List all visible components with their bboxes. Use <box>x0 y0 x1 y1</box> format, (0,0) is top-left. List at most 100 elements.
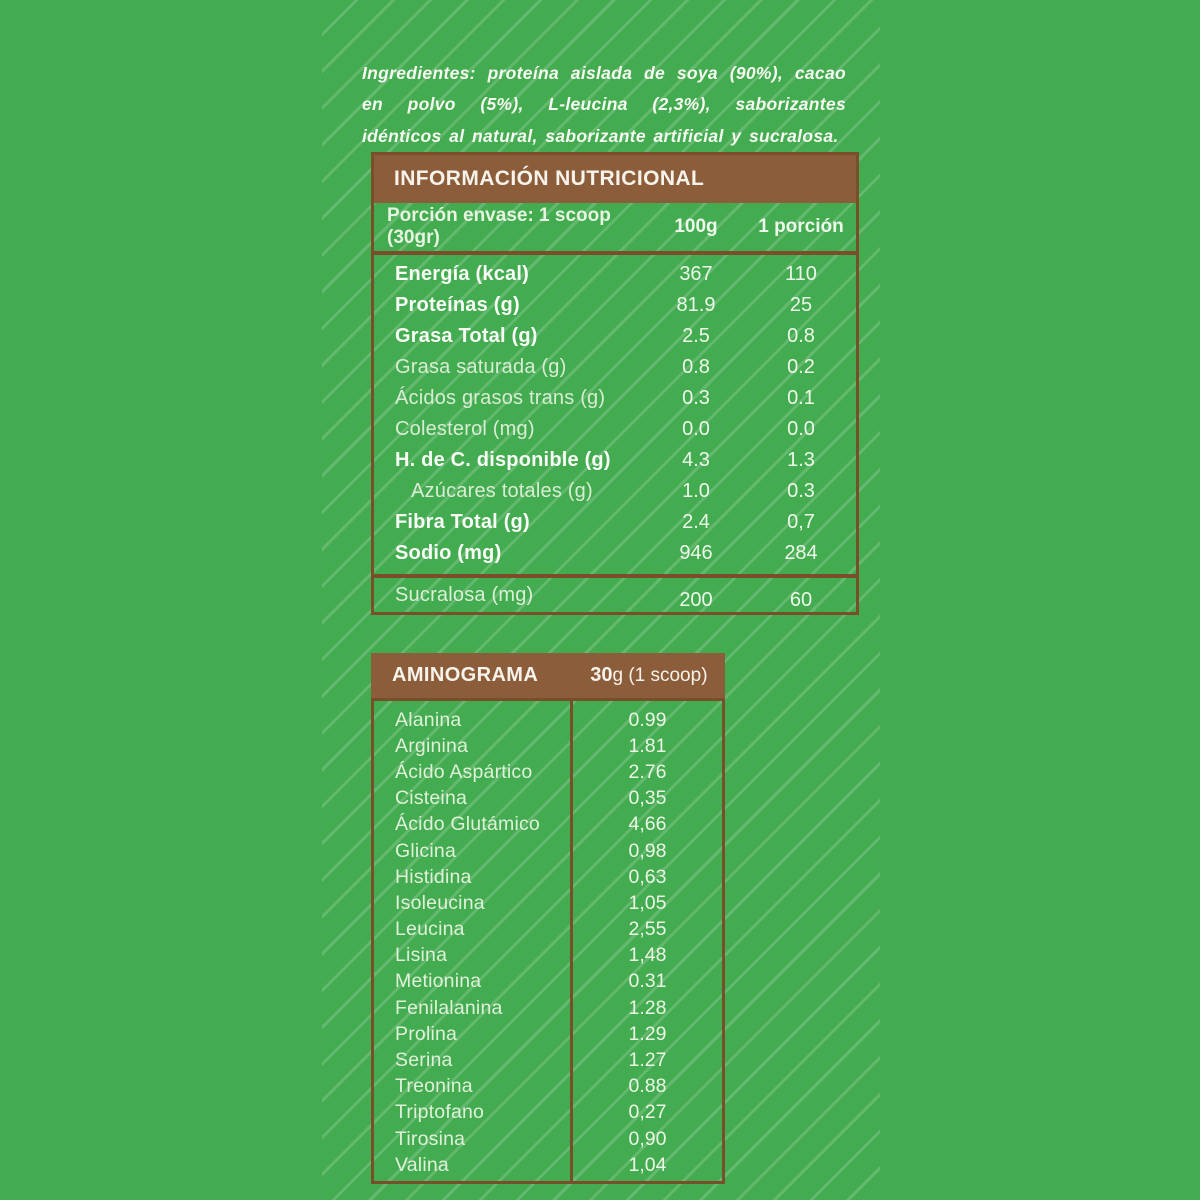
amino-value: 1,48 <box>628 944 667 967</box>
aminogram-title: AMINOGRAMA <box>392 664 539 686</box>
table-row: Grasa saturada (g) 0.8 0.2 <box>374 352 856 383</box>
amino-name: Ácido Glutámico <box>395 813 540 836</box>
aminogram-subtitle: 30g (1 scoop) <box>590 664 707 687</box>
amino-value: 1.27 <box>628 1049 667 1072</box>
amino-row: Prolina 1.29 <box>374 1021 722 1047</box>
aminogram-body: Alanina 0.99 Arginina 1.81 Ácido Aspárti… <box>371 698 725 1184</box>
nutrient-label: Sucralosa (mg) <box>395 583 534 606</box>
value-portion: 0.8 <box>787 325 815 347</box>
amino-value: 0.31 <box>628 970 667 993</box>
amino-row: Cisteina 0,35 <box>374 786 722 812</box>
table-row: H. de C. disponible (g) 4.3 1.3 <box>374 445 856 476</box>
value-portion: 0.0 <box>787 418 815 440</box>
aminogram-header: AMINOGRAMA 30g (1 scoop) <box>371 653 725 698</box>
amino-name: Isoleucina <box>395 891 485 914</box>
amino-row: Ácido Glutámico 4,66 <box>374 812 722 838</box>
aminogram-table: AMINOGRAMA 30g (1 scoop) Alanina 0.99 Ar… <box>371 653 725 1184</box>
amino-name: Treonina <box>395 1075 473 1098</box>
value-100g: 200 <box>679 588 713 611</box>
table-row: Azúcares totales (g) 1.0 0.3 <box>374 476 856 507</box>
amino-value: 0,35 <box>628 787 667 810</box>
value-100g: 0.3 <box>682 387 710 409</box>
table-row: Fibra Total (g) 2.4 0,7 <box>374 507 856 538</box>
serving-row: Porción envase: 1 scoop (30gr) 100g 1 po… <box>374 203 856 251</box>
amino-value: 0,90 <box>628 1127 667 1150</box>
amino-row: Metionina 0.31 <box>374 969 722 995</box>
serving-size-label: Porción envase: 1 scoop (30gr) <box>387 205 611 248</box>
amino-row: Arginina 1.81 <box>374 733 722 759</box>
nutrient-label: Colesterol (mg) <box>395 418 535 440</box>
amino-row: Alanina 0.99 <box>374 707 722 733</box>
nutrient-label: Sodio (mg) <box>395 542 502 564</box>
amino-row: Treonina 0.88 <box>374 1074 722 1100</box>
amino-row: Leucina 2,55 <box>374 917 722 943</box>
table-row: Colesterol (mg) 0.0 0.0 <box>374 414 856 445</box>
amino-name: Arginina <box>395 734 469 757</box>
value-100g: 946 <box>679 542 713 564</box>
ingredients-paragraph: Ingredientes: proteína aislada de soya (… <box>362 62 846 146</box>
table-row: Proteínas (g) 81.9 25 <box>374 290 856 321</box>
amino-name: Serina <box>395 1049 453 1072</box>
amino-name: Metionina <box>395 970 482 993</box>
amino-value: 1,04 <box>628 1153 667 1176</box>
amino-name: Histidina <box>395 865 472 888</box>
value-portion: 60 <box>789 588 813 611</box>
amino-name: Fenilalanina <box>395 996 503 1019</box>
amino-value: 4,66 <box>628 813 667 836</box>
value-100g: 367 <box>679 263 713 285</box>
nutrition-table-body: Energía (kcal) 367 110 Proteínas (g) 81.… <box>374 255 856 574</box>
amino-name: Leucina <box>395 918 465 941</box>
amino-row: Lisina 1,48 <box>374 943 722 969</box>
amino-name: Lisina <box>395 944 448 967</box>
value-portion: 0.2 <box>787 356 815 378</box>
value-portion: 0.1 <box>787 387 815 409</box>
value-portion: 0,7 <box>787 511 815 533</box>
value-100g: 0.8 <box>682 356 710 378</box>
nutrient-label: Fibra Total (g) <box>395 511 530 533</box>
amino-row: Fenilalanina 1.28 <box>374 995 722 1021</box>
amino-value: 0,63 <box>628 865 667 888</box>
nutrient-label: Energía (kcal) <box>395 263 529 285</box>
aminogram-subtitle-amount: 30 <box>590 664 613 686</box>
value-100g: 1.0 <box>682 480 710 502</box>
value-100g: 4.3 <box>682 449 710 471</box>
divider-rule-top <box>374 251 856 255</box>
table-row: Grasa Total (g) 2.5 0.8 <box>374 321 856 352</box>
aminogram-subtitle-unit: g (1 scoop) <box>612 665 708 686</box>
amino-value: 1,05 <box>628 891 667 914</box>
table-row: Energía (kcal) 367 110 <box>374 259 856 290</box>
amino-name: Triptofano <box>395 1101 485 1124</box>
amino-value: 0,98 <box>628 839 667 862</box>
amino-value: 1.81 <box>628 734 667 757</box>
nutrient-label: Grasa Total (g) <box>395 325 538 347</box>
amino-row: Ácido Aspártico 2.76 <box>374 759 722 785</box>
nutrient-label: H. de C. disponible (g) <box>395 449 611 471</box>
amino-value: 0,27 <box>628 1101 667 1124</box>
amino-name: Valina <box>395 1153 449 1176</box>
nutrition-table-title: INFORMACIÓN NUTRICIONAL <box>394 167 705 190</box>
amino-row: Valina 1,04 <box>374 1152 722 1178</box>
amino-value: 1.28 <box>628 996 667 1019</box>
nutrient-label: Ácidos grasos trans (g) <box>395 387 606 409</box>
nutrient-label: Proteínas (g) <box>395 294 520 316</box>
amino-row: Isoleucina 1,05 <box>374 890 722 916</box>
value-100g: 2.5 <box>682 325 710 347</box>
column-divider <box>570 701 573 1181</box>
nutrient-label: Grasa saturada (g) <box>395 356 567 378</box>
amino-name: Ácido Aspártico <box>395 760 533 783</box>
table-row: Ácidos grasos trans (g) 0.3 0.1 <box>374 383 856 414</box>
amino-row: Glicina 0,98 <box>374 838 722 864</box>
value-100g: 0.0 <box>682 418 710 440</box>
amino-row: Serina 1.27 <box>374 1047 722 1073</box>
value-100g: 81.9 <box>676 294 716 316</box>
divider-rule-bottom <box>374 574 856 578</box>
amino-name: Prolina <box>395 1022 458 1045</box>
value-portion: 0.3 <box>787 480 815 502</box>
amino-name: Alanina <box>395 708 462 731</box>
nutrition-table-header: INFORMACIÓN NUTRICIONAL <box>374 155 856 203</box>
value-portion: 1.3 <box>787 449 815 471</box>
column-header-100g: 100g <box>674 216 718 237</box>
amino-name: Tirosina <box>395 1127 466 1150</box>
